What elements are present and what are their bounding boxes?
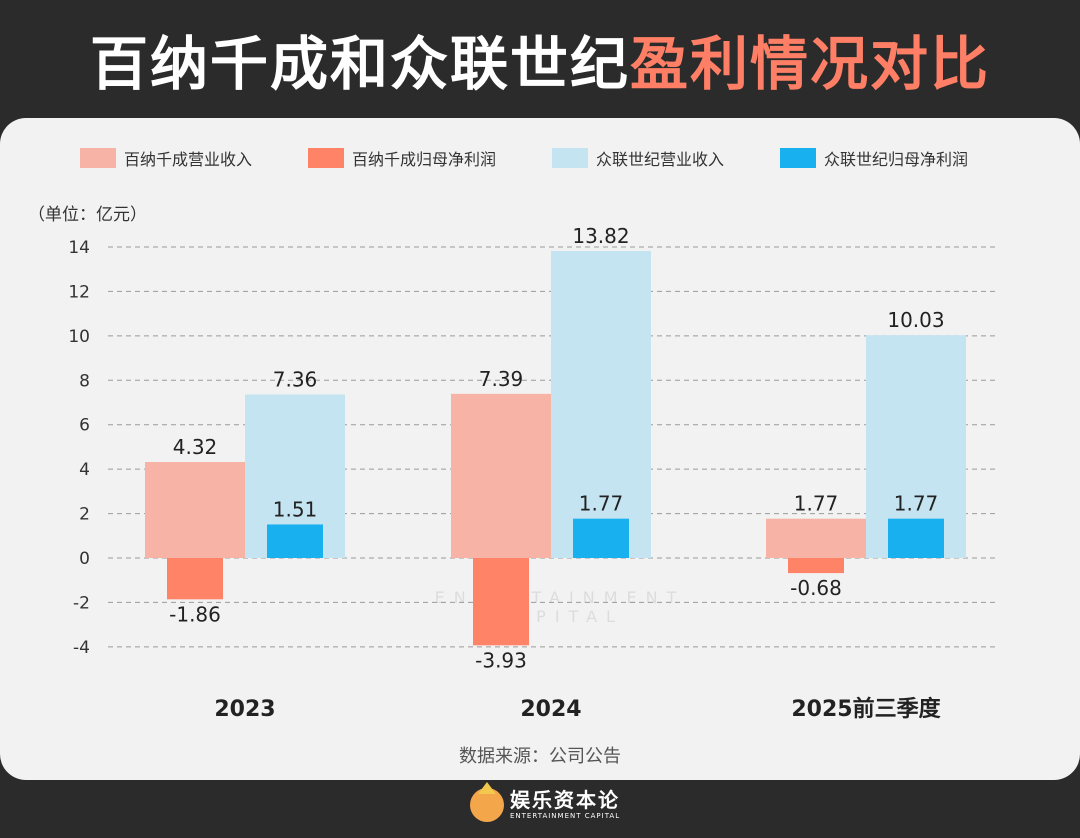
bar-bnqc-profit [473, 558, 529, 646]
legend-item-bnqc-revenue: 百纳千成营业收入 [80, 146, 252, 170]
bar-zlsj-revenue [551, 250, 651, 558]
bar-bnqc-revenue [451, 393, 551, 558]
page-title: 百纳千成和众联世纪 盈利情况对比 [0, 0, 1080, 118]
legend-item-bnqc-profit: 百纳千成归母净利润 [308, 146, 496, 170]
y-tick-label: 8 [79, 371, 90, 391]
y-tick-label: 4 [79, 460, 90, 480]
y-tick-label: 0 [79, 549, 90, 569]
chart-panel: 百纳千成营业收入 百纳千成归母净利润 众联世纪营业收入 众联世纪归母净利润 （单… [0, 118, 1080, 780]
legend-swatch-bnqc-profit [308, 148, 344, 168]
legend-item-zlsj-profit: 众联世纪归母净利润 [780, 146, 968, 170]
bar-zlsj-profit [888, 518, 944, 558]
y-tick-label: 10 [68, 327, 90, 347]
legend-swatch-bnqc-revenue [80, 148, 116, 168]
mascot-icon [470, 782, 504, 822]
label-bnqc-profit: -0.68 [790, 576, 842, 600]
label-zlsj-revenue: 7.36 [273, 368, 318, 392]
label-zlsj-profit: 1.77 [579, 492, 624, 516]
category-label: 2024 [520, 697, 581, 722]
category-label: 2025前三季度 [791, 696, 941, 722]
legend-label-bnqc-revenue: 百纳千成营业收入 [124, 150, 253, 169]
label-bnqc-revenue: 1.77 [794, 492, 839, 516]
bar-bnqc-profit [788, 558, 844, 574]
y-tick-label: 14 [68, 238, 90, 258]
label-bnqc-revenue: 7.39 [479, 367, 524, 391]
y-tick-label: 2 [79, 505, 90, 525]
title-part-2: 盈利情况对比 [630, 30, 991, 98]
category-label: 2023 [214, 697, 275, 722]
bar-bnqc-revenue [145, 462, 245, 558]
label-zlsj-profit: 1.51 [273, 497, 318, 521]
title-part-1: 百纳千成和众联世纪 [89, 30, 630, 98]
unit-label: （单位：亿元） [28, 205, 147, 225]
y-tick-label: -4 [73, 638, 90, 658]
y-tick-label: 6 [79, 416, 90, 436]
bar-chart: 14 12 10 8 6 4 2 0 -2 -4 4.32 -1.86 7.36 1.51 2023 7.39… [68, 224, 995, 722]
logo-name: 娱乐资本论 [510, 788, 620, 812]
label-zlsj-profit: 1.77 [894, 492, 939, 516]
label-zlsj-revenue: 13.82 [572, 224, 629, 248]
y-tick-label: 12 [68, 282, 90, 302]
legend: 百纳千成营业收入 百纳千成归母净利润 众联世纪营业收入 众联世纪归母净利润 [0, 146, 1080, 170]
footer-logo: 娱乐资本论 ENTERTAINMENT CAPITAL [470, 782, 621, 822]
label-zlsj-revenue: 10.03 [887, 308, 944, 332]
source-note: 数据来源：公司公告 [459, 746, 621, 767]
label-bnqc-profit: -3.93 [475, 648, 527, 672]
bar-bnqc-profit [167, 558, 223, 600]
legend-label-bnqc-profit: 百纳千成归母净利润 [352, 150, 497, 169]
label-bnqc-profit: -1.86 [169, 602, 221, 626]
y-tick-label: -2 [73, 593, 90, 613]
legend-item-zlsj-revenue: 众联世纪营业收入 [552, 146, 724, 170]
logo-subtitle: ENTERTAINMENT CAPITAL [510, 812, 621, 820]
bar-zlsj-profit [573, 518, 629, 558]
bar-zlsj-profit [267, 524, 323, 558]
legend-label-zlsj-revenue: 众联世纪营业收入 [596, 150, 725, 169]
label-bnqc-revenue: 4.32 [173, 435, 218, 459]
legend-swatch-zlsj-revenue [552, 148, 588, 168]
legend-label-zlsj-profit: 众联世纪归母净利润 [824, 150, 969, 169]
bar-bnqc-revenue [766, 518, 866, 558]
legend-swatch-zlsj-profit [780, 148, 816, 168]
